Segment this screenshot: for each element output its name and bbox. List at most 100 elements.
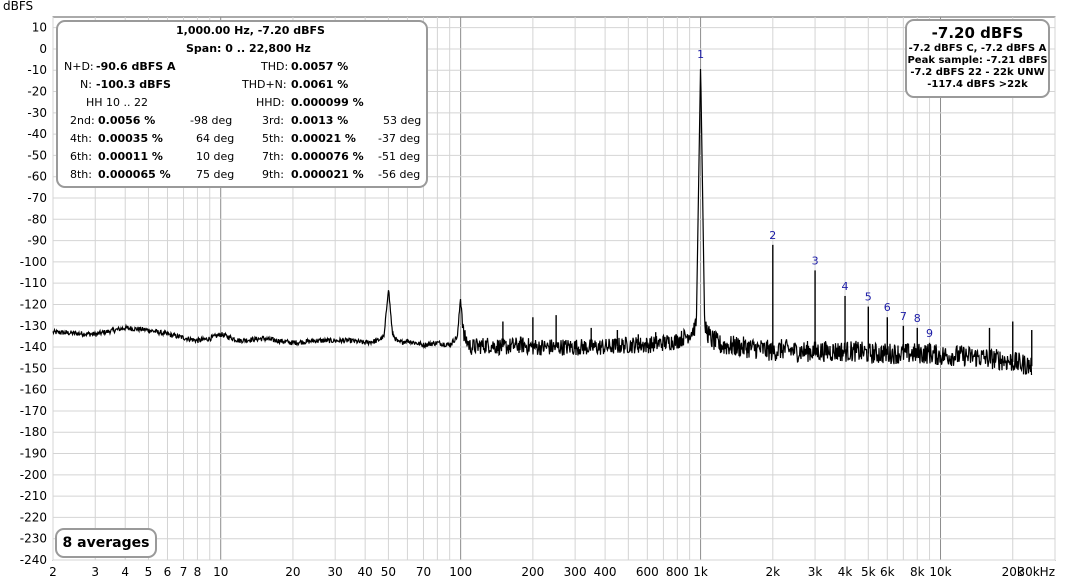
level-panel: -7.20 dBFS -7.2 dBFS C, -7.2 dBFS A Peak… xyxy=(905,19,1050,98)
harmonic-6-phase: 10 deg xyxy=(196,150,235,163)
nd-label: N+D: xyxy=(64,60,94,73)
level-line-1: -7.2 dBFS C, -7.2 dBFS A xyxy=(908,43,1047,54)
y-tick-label: -100 xyxy=(20,255,47,269)
harmonic-label-7: 7 xyxy=(900,310,907,323)
x-tick-label: 3 xyxy=(91,565,99,579)
x-tick-label: 400 xyxy=(594,565,617,579)
x-tick-label: 6k xyxy=(880,565,895,579)
y-tick-label: 10 xyxy=(32,21,47,35)
x-tick-label: 8 xyxy=(194,565,202,579)
y-tick-label: -150 xyxy=(20,361,47,375)
y-tick-label: -190 xyxy=(20,447,47,461)
nd-value: -90.6 dBFS A xyxy=(96,60,176,73)
x-tick-label: 30 xyxy=(328,565,343,579)
harmonic-label-5: 5 xyxy=(865,291,872,304)
harmonic-9-label: 9th: xyxy=(262,168,284,181)
harmonic-7-value: 0.000076 % xyxy=(291,150,364,163)
thd-value: 0.0057 % xyxy=(291,60,349,73)
y-tick-label: -240 xyxy=(20,553,47,567)
x-tick-label: 20 xyxy=(285,565,300,579)
harmonic-4-value: 0.00035 % xyxy=(98,132,163,145)
n-value: -100.3 dBFS xyxy=(96,78,171,91)
x-tick-label: 40 xyxy=(358,565,373,579)
harmonic-labels: 1 2 3 4 567 89 xyxy=(697,48,933,340)
x-tick-label: 2k xyxy=(766,565,781,579)
x-tick-label: 10k xyxy=(929,565,951,579)
y-tick-label: -70 xyxy=(27,191,47,205)
x-tick-label: 7 xyxy=(180,565,188,579)
x-tick-label: 4k xyxy=(838,565,853,579)
y-tick-label: -140 xyxy=(20,340,47,354)
y-unit-label: dBFS xyxy=(3,0,33,13)
x-tick-label: 2 xyxy=(49,565,57,579)
harmonic-7-phase: -51 deg xyxy=(378,150,421,163)
harmonic-6-label: 6th: xyxy=(70,150,92,163)
harmonic-3-label: 3rd: xyxy=(262,114,285,127)
x-tick-label: 200 xyxy=(521,565,544,579)
harmonic-4-label: 4th: xyxy=(70,132,92,145)
y-tick-label: -130 xyxy=(20,319,47,333)
harmonic-label-8: 8 xyxy=(914,312,921,325)
y-tick-label: -210 xyxy=(20,489,47,503)
harmonic-8-value: 0.000065 % xyxy=(98,168,171,181)
harmonic-2-value: 0.0056 % xyxy=(98,114,156,127)
y-tick-label: -40 xyxy=(27,127,47,141)
harmonic-2-label: 2nd: xyxy=(70,114,95,127)
x-tick-label: 50 xyxy=(381,565,396,579)
harmonic-label-6: 6 xyxy=(884,301,891,314)
x-tick-label: 5 xyxy=(145,565,153,579)
thdn-value: 0.0061 % xyxy=(291,78,349,91)
level-line-4: -117.4 dBFS >22k xyxy=(927,79,1028,90)
thd-label: THD: xyxy=(261,60,289,73)
y-tick-label: -110 xyxy=(20,276,47,290)
x-tick-label: 300 xyxy=(564,565,587,579)
y-tick-label: -160 xyxy=(20,383,47,397)
harmonic-label-4: 4 xyxy=(842,280,849,293)
x-tick-label: 30kHz xyxy=(1017,565,1055,579)
harmonic-4-phase: 64 deg xyxy=(196,132,235,145)
thdn-label: THD+N: xyxy=(242,78,287,91)
y-tick-label: -60 xyxy=(27,170,47,184)
x-tick-label: 100 xyxy=(449,565,472,579)
y-tick-label: -50 xyxy=(27,148,47,162)
distortion-panel: 1,000.00 Hz, -7.20 dBFS Span: 0 .. 22,80… xyxy=(56,20,428,188)
span-label: Span: 0 .. 22,800 Hz xyxy=(186,42,311,55)
harmonic-label-1: 1 xyxy=(697,48,704,61)
harmonic-8-label: 8th: xyxy=(70,168,92,181)
hh-label: HH 10 .. 22 xyxy=(86,96,149,109)
y-tick-label: -120 xyxy=(20,297,47,311)
n-label: N: xyxy=(80,78,92,91)
x-tick-label: 20k xyxy=(1002,565,1024,579)
y-tick-label: -10 xyxy=(27,63,47,77)
harmonic-8-phase: 75 deg xyxy=(196,168,235,181)
harmonic-9-value: 0.000021 % xyxy=(291,168,364,181)
spectrum-traces xyxy=(52,68,1033,376)
y-tick-label: -90 xyxy=(27,234,47,248)
level-line-3: -7.2 dBFS 22 - 22k UNW xyxy=(910,67,1045,78)
hhd-value: 0.000099 % xyxy=(291,96,364,109)
distortion-title: 1,000.00 Hz, -7.20 dBFS xyxy=(176,24,325,37)
x-tick-label: 70 xyxy=(416,565,431,579)
level-headline: -7.20 dBFS xyxy=(931,24,1024,42)
y-tick-label: -230 xyxy=(20,532,47,546)
averages-badge[interactable]: 8 averages xyxy=(55,528,157,558)
harmonic-9-phase: -56 deg xyxy=(378,168,421,181)
harmonic-label-2: 2 xyxy=(769,229,776,242)
harmonic-2-phase: -98 deg xyxy=(190,114,233,127)
y-tick-label: 0 xyxy=(39,42,47,56)
y-tick-label: -30 xyxy=(27,106,47,120)
harmonic-3-value: 0.0013 % xyxy=(291,114,349,127)
x-tick-label: 800 xyxy=(666,565,689,579)
level-line-2: Peak sample: -7.21 dBFS xyxy=(907,55,1048,66)
harmonic-5-value: 0.00021 % xyxy=(291,132,356,145)
harmonic-3-phase: 53 deg xyxy=(383,114,422,127)
x-tick-label: 1k xyxy=(693,565,708,579)
x-tick-label: 10 xyxy=(213,565,228,579)
harmonic-5-label: 5th: xyxy=(262,132,284,145)
harmonic-label-9: 9 xyxy=(926,327,933,340)
x-tick-label: 4 xyxy=(121,565,129,579)
y-tick-label: -200 xyxy=(20,468,47,482)
x-tick-label: 5k xyxy=(861,565,876,579)
y-tick-label: -170 xyxy=(20,404,47,418)
y-tick-label: -80 xyxy=(27,212,47,226)
